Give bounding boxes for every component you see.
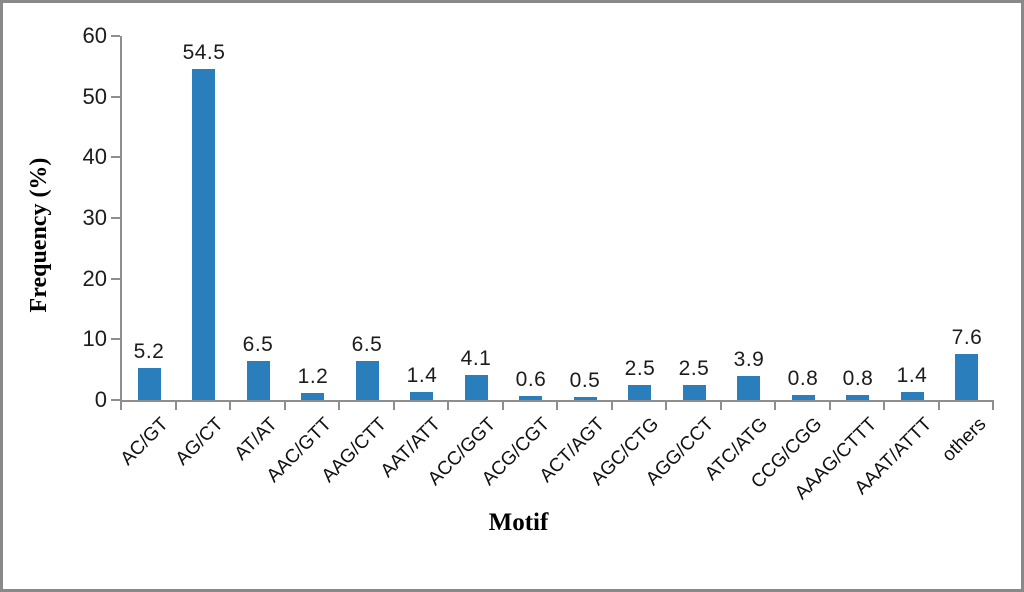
bar-value-label: 6.5 [351, 333, 383, 356]
x-tick [447, 402, 449, 410]
bar [138, 368, 161, 400]
bar-value-label: 1.4 [406, 364, 438, 387]
x-tick [120, 402, 122, 410]
y-tick-label: 60 [82, 23, 107, 48]
bar-value-label: 0.6 [515, 368, 547, 391]
bar-value-label: 0.8 [842, 367, 874, 390]
x-tick [828, 402, 831, 410]
x-tick [392, 402, 395, 410]
bar [792, 395, 815, 400]
bar-value-label: 3.9 [733, 348, 765, 371]
bar [683, 385, 706, 400]
x-tick [610, 402, 613, 410]
y-tick-label: 30 [82, 205, 107, 230]
y-axis-line [120, 36, 122, 402]
x-tick [883, 402, 885, 410]
y-tick-label: 10 [82, 326, 107, 352]
bar [301, 393, 324, 400]
bar-value-label: 0.8 [787, 367, 819, 390]
bar [901, 392, 924, 400]
bar [955, 354, 978, 400]
x-tick [719, 402, 722, 410]
y-tick-label: 0 [94, 387, 107, 412]
y-tick [111, 35, 120, 37]
y-tick-label: 40 [82, 144, 107, 170]
bar [846, 395, 869, 400]
y-tick [111, 338, 120, 341]
x-axis-line [120, 400, 994, 402]
bar-value-label: 2.5 [678, 357, 710, 380]
y-tick [111, 156, 120, 159]
x-tick [501, 402, 504, 410]
category-label: others [938, 413, 991, 466]
x-tick [338, 402, 340, 410]
x-axis-title: Motif [488, 509, 549, 536]
bar [192, 69, 215, 400]
x-tick [774, 402, 776, 410]
bar [737, 376, 760, 400]
x-tick [174, 402, 177, 410]
y-tick [111, 217, 120, 219]
y-tick [111, 399, 120, 401]
bar-value-label: 5.2 [133, 340, 165, 363]
x-tick [665, 402, 667, 410]
y-tick-label: 50 [82, 83, 107, 109]
bar [356, 361, 379, 400]
bar [410, 392, 433, 400]
bar [519, 396, 542, 400]
bar-chart: Frequency (%) Motif 0 10 20 30 40 50 60 5.2 AC/G… [3, 3, 1021, 589]
x-tick [992, 402, 994, 410]
bar [574, 397, 597, 400]
x-tick [229, 402, 231, 410]
bar-value-label: 2.5 [624, 357, 656, 380]
bar [465, 375, 488, 400]
bar-value-label: 7.6 [951, 326, 983, 349]
bar [247, 361, 270, 400]
category-label: AC/GT [116, 413, 173, 470]
bar-value-label: 0.5 [569, 369, 601, 392]
bar-value-label: 1.2 [297, 365, 329, 388]
x-tick [937, 402, 940, 410]
x-tick [283, 402, 286, 410]
bar-value-label: 54.5 [182, 41, 226, 64]
bar-value-label: 6.5 [242, 333, 274, 356]
y-tick-label: 20 [82, 265, 107, 291]
bar-value-label: 1.4 [896, 364, 928, 387]
x-tick [556, 402, 558, 410]
bar [628, 385, 651, 400]
y-tick [111, 95, 120, 98]
bar-value-label: 4.1 [460, 347, 492, 370]
y-tick [111, 277, 120, 280]
category-label: AG/CT [171, 413, 228, 470]
